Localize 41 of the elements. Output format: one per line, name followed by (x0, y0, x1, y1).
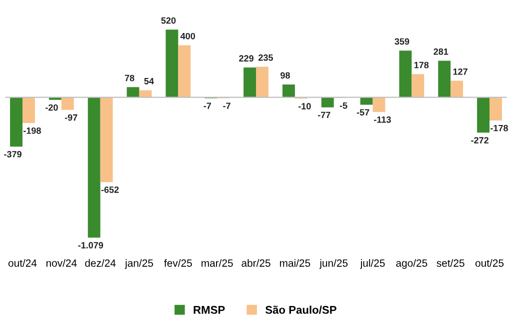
x-tick-label: jan/25 (124, 259, 153, 269)
x-tick-label: dez/24 (85, 259, 116, 267)
data-label: 54 (144, 78, 154, 84)
data-label: 98 (280, 72, 290, 79)
x-tick-label: fev/25 (164, 259, 192, 267)
data-label: -10 (298, 103, 311, 110)
data-label: 520 (161, 17, 176, 24)
data-label: 127 (453, 68, 468, 75)
data-label: -57 (356, 109, 370, 116)
legend-label: RMSP (194, 306, 225, 314)
data-label: 229 (239, 55, 254, 62)
data-label: 281 (434, 48, 448, 55)
data-label: -7 (223, 102, 230, 109)
data-label: -20 (46, 104, 58, 111)
data-label: 359 (394, 38, 410, 45)
x-tick-label: out/24 (8, 259, 37, 267)
data-label: 178 (414, 62, 429, 68)
x-tick-label: jun/25 (319, 259, 348, 269)
x-tick-label: ago/25 (396, 259, 428, 269)
legend-label: São Paulo/SP (265, 306, 336, 314)
data-label: 78 (124, 74, 134, 82)
x-tick-label: mai/25 (280, 259, 310, 267)
data-label: -77 (318, 112, 330, 118)
x-tick-label: set/25 (436, 259, 464, 267)
data-label: -5 (340, 102, 348, 109)
data-label: -178 (490, 124, 508, 132)
data-label: -198 (24, 127, 41, 134)
x-tick-label: abr/25 (242, 259, 270, 267)
x-tick-label: out/25 (475, 259, 504, 267)
data-label: -113 (374, 116, 391, 123)
data-label: -1.079 (78, 242, 104, 248)
x-tick-label: nov/24 (46, 259, 77, 267)
data-label: -7 (204, 102, 211, 109)
data-label: 235 (258, 54, 273, 61)
x-tick-label: mar/25 (202, 259, 233, 267)
x-tick-label: jul/25 (360, 259, 385, 269)
data-label: 400 (180, 32, 196, 40)
data-label: -272 (471, 137, 488, 144)
data-label: -379 (4, 151, 22, 158)
data-label: -97 (64, 114, 78, 121)
data-label: -652 (101, 186, 119, 193)
